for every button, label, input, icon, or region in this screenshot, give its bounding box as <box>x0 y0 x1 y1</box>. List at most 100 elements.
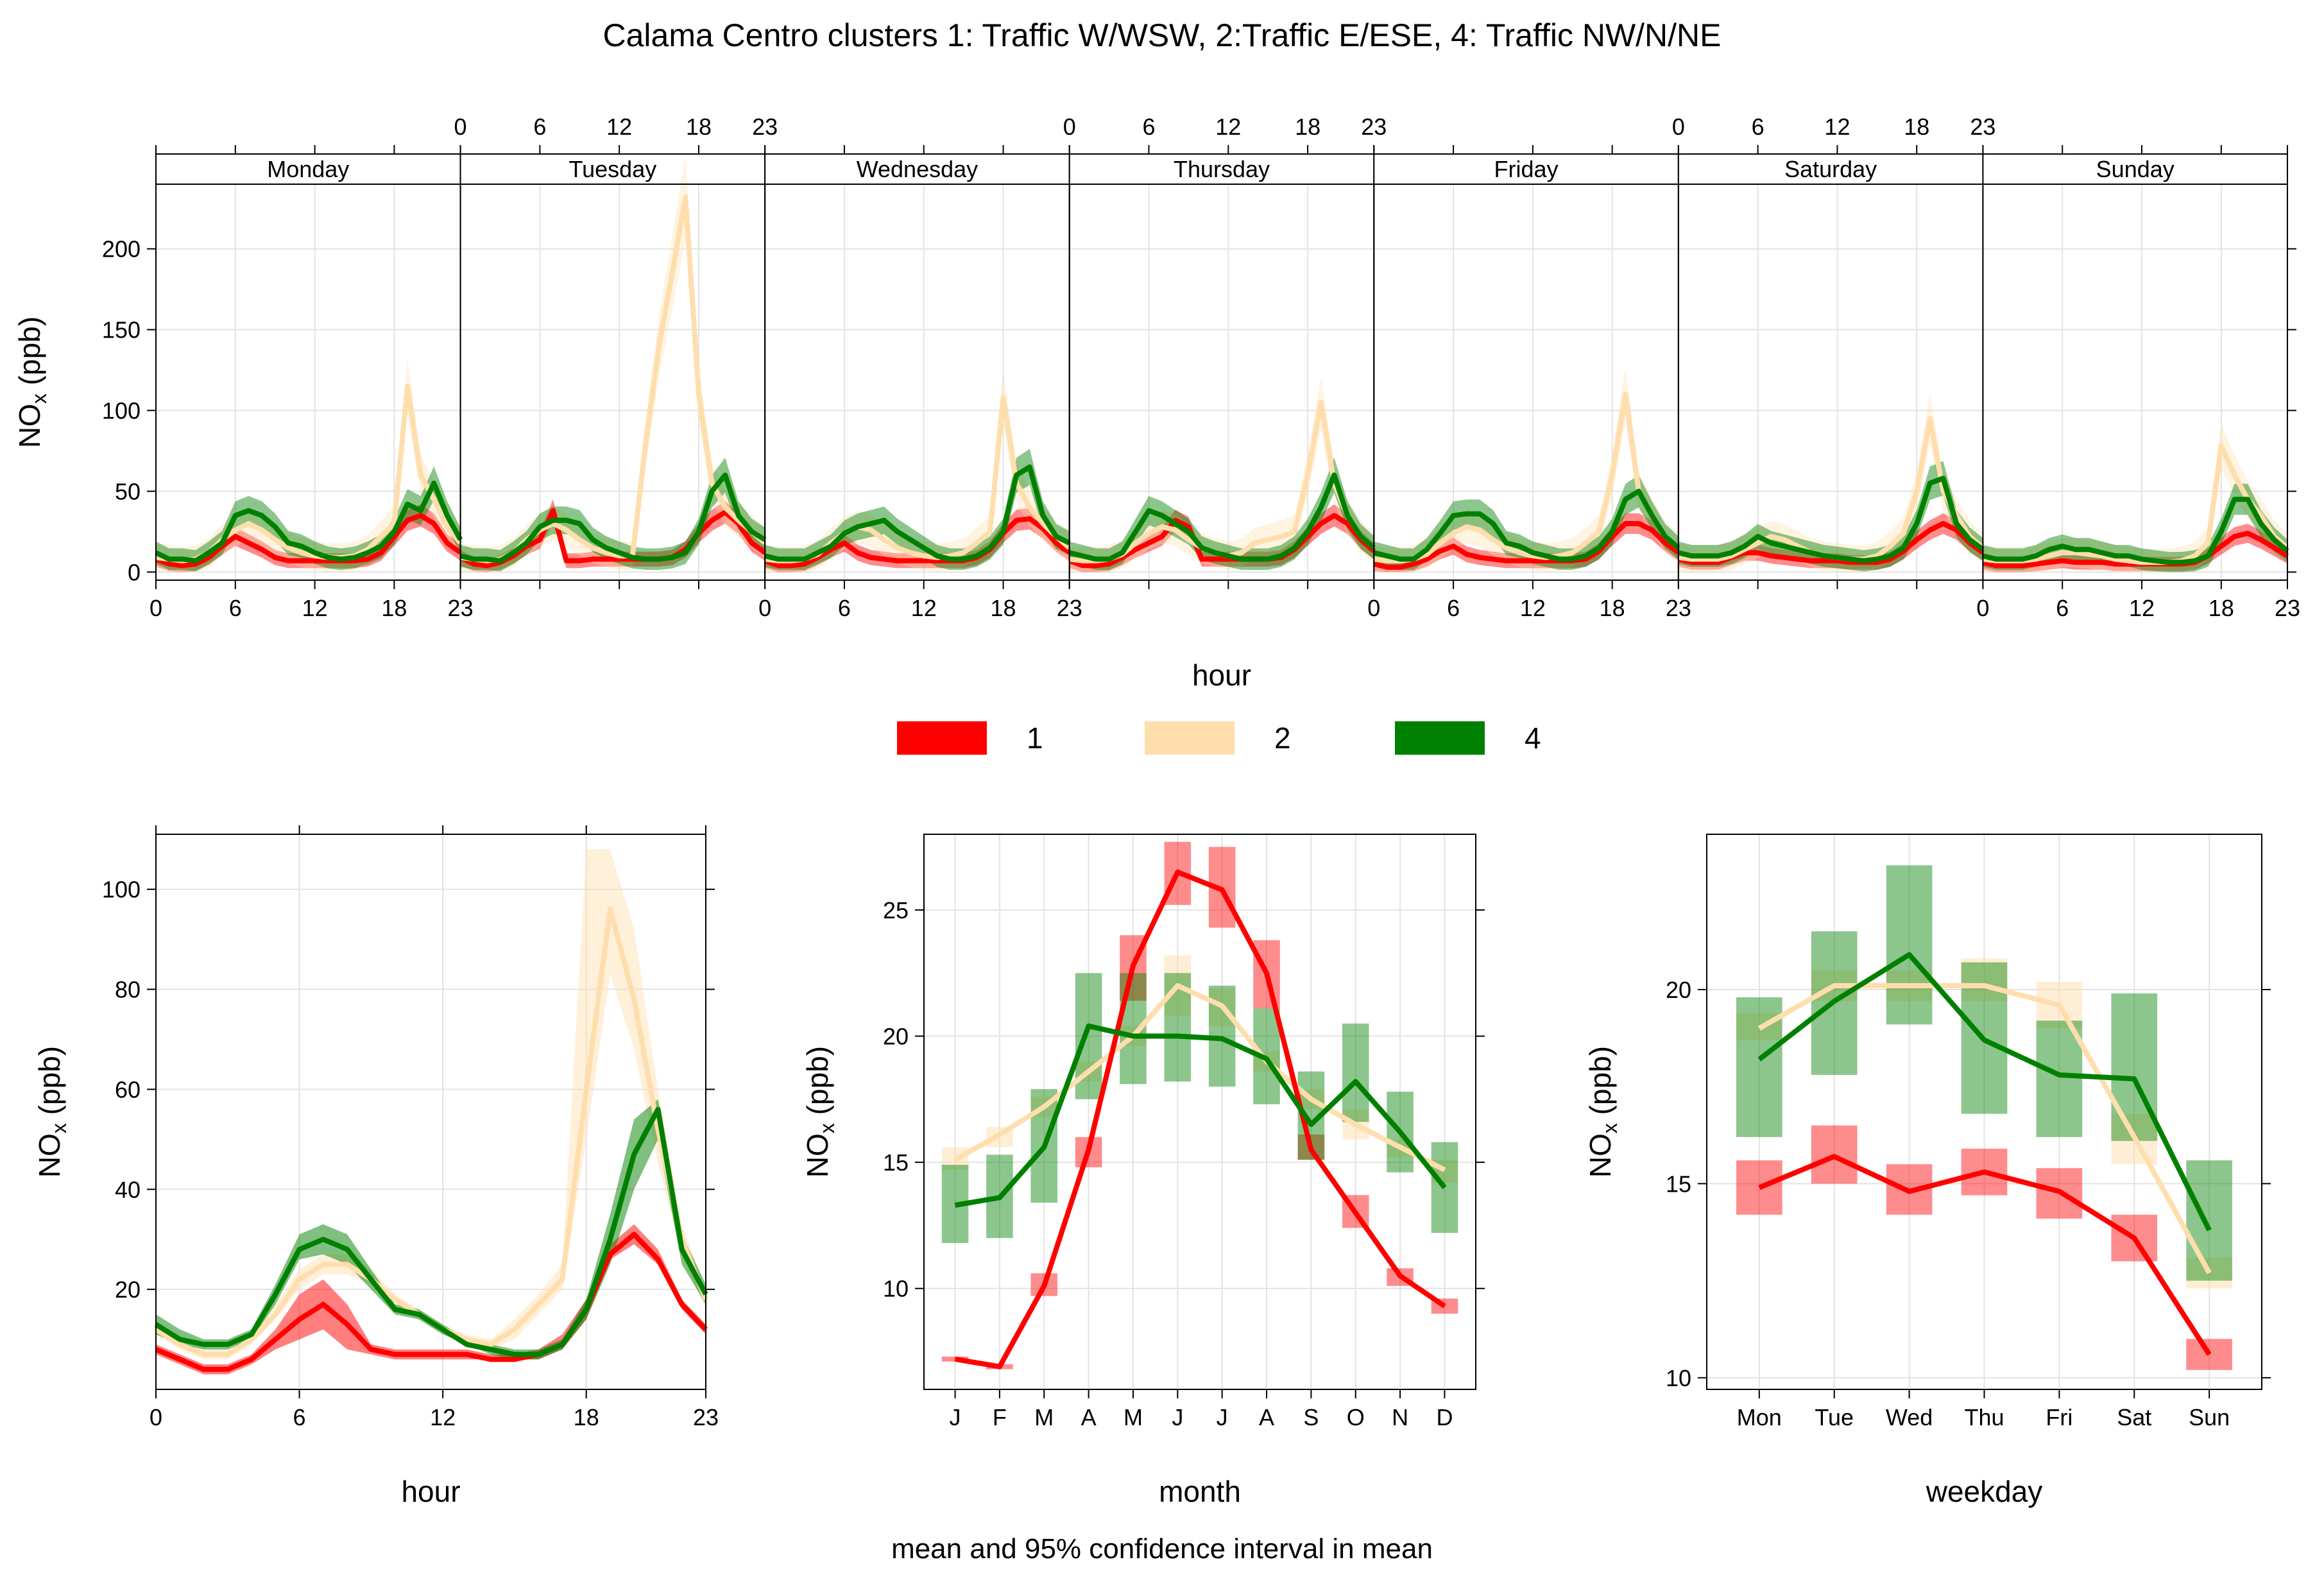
strip-saturday <box>1677 153 1984 185</box>
panel-frame <box>155 834 706 1390</box>
x-tick-label: J <box>1172 1404 1183 1430</box>
outer-frame <box>155 153 2288 581</box>
line-series-1-monday <box>155 513 462 569</box>
legend-label-2: 2 <box>1274 721 1291 755</box>
x-tick-label: Fri <box>2046 1404 2072 1430</box>
x-tick-label: 12 <box>430 1404 456 1430</box>
strip-monday <box>155 153 461 185</box>
y-axis-title-part: (ppb) <box>13 316 46 393</box>
x-tick-label: 6 <box>2056 595 2069 621</box>
line-series-2-sunday <box>1982 443 2289 565</box>
x-tick-label: D <box>1436 1404 1453 1430</box>
ci-band-series-1-tuesday <box>460 499 765 572</box>
weekday-panel: 10 15 20 Mon Tue Wed Thu Fri Sat Sun weekday NOx (p… <box>1584 834 2271 1508</box>
weekday-hour-panel: Monday Tuesday Wednesday Thursday Friday Satu… <box>13 114 2300 692</box>
y-tick-label: 100 <box>102 398 141 424</box>
x-tick-label: 23 <box>2275 595 2300 621</box>
y-axis-title-part: NO <box>13 404 46 448</box>
x-tick-label: A <box>1259 1404 1274 1430</box>
y-tick-label: 10 <box>1666 1365 1691 1391</box>
line-series-1-friday <box>1373 520 1680 570</box>
line-series-2 <box>1757 983 2212 1275</box>
x-axis-title: hour <box>1192 658 1251 692</box>
x-tick-label: 18 <box>574 1404 599 1430</box>
panel-frame <box>923 834 1476 1390</box>
y-axis-title-part: NO <box>33 1133 66 1178</box>
line-series-2 <box>953 983 1446 1172</box>
line-series-4-sunday <box>1982 497 2289 565</box>
x-tick-label: 23 <box>693 1404 719 1430</box>
strip-label: Sunday <box>2096 156 2174 182</box>
x-tick-label: 0 <box>758 595 771 621</box>
line-series-1 <box>155 1232 708 1372</box>
line-series-1 <box>954 870 1446 1369</box>
x-tick-label: 12 <box>2129 595 2155 621</box>
line-series-4-friday <box>1373 488 1680 562</box>
x-axis-title: weekday <box>1926 1475 2043 1508</box>
line-series-1 <box>1758 1154 2212 1356</box>
y-axis-title: NOx (ppb) <box>1584 1046 1621 1178</box>
x-tick-label: Wed <box>1886 1404 1933 1430</box>
strip-tuesday <box>459 153 766 185</box>
x-tick-label: 0 <box>1976 595 1989 621</box>
line-series-1-thursday <box>1068 513 1376 569</box>
x-tick-label: 0 <box>150 1404 162 1430</box>
x-tick-label: 6 <box>1752 114 1764 140</box>
x-tick-label: J <box>1217 1404 1228 1430</box>
x-tick-label: 18 <box>381 595 407 621</box>
x-tick-label: Sat <box>2117 1404 2151 1430</box>
y-axis-title-subscript: x <box>816 1123 839 1133</box>
strip-label: Saturday <box>1784 156 1877 182</box>
y-axis-title-subscript: x <box>28 393 51 404</box>
line-series-4-saturday <box>1677 476 1985 563</box>
y-tick-label: 10 <box>883 1276 909 1302</box>
ci-band-series-1-saturday <box>1678 513 1983 570</box>
panel-frame <box>1982 184 2288 581</box>
y-tick-label: 15 <box>883 1149 909 1176</box>
x-tick-label: 12 <box>606 114 632 140</box>
x-tick-label: 0 <box>1367 595 1380 621</box>
x-tick-label: 6 <box>293 1404 306 1430</box>
x-tick-label: 6 <box>533 114 546 140</box>
y-tick-label: 20 <box>115 1276 141 1303</box>
x-tick-label: Tue <box>1815 1404 1854 1430</box>
line-series-2-friday <box>1373 391 1680 563</box>
line-series-4 <box>954 1023 1447 1208</box>
strip-label: Tuesday <box>568 156 656 182</box>
legend-swatch-2 <box>1145 721 1235 755</box>
ci-box-series-4-wed <box>1886 865 1933 1025</box>
x-tick-label: 18 <box>1295 114 1320 140</box>
x-tick-label: 0 <box>150 595 162 621</box>
legend: 1 2 4 <box>897 721 1541 755</box>
x-tick-label: Thu <box>1964 1404 2004 1430</box>
legend-label-4: 4 <box>1525 721 1541 755</box>
y-tick-label: 15 <box>1666 1171 1691 1197</box>
x-tick-label: 23 <box>1666 595 1691 621</box>
ci-band-series-2-tuesday <box>460 154 765 572</box>
x-tick-label: Sun <box>2189 1404 2230 1430</box>
line-series-1-wednesday <box>764 516 1072 569</box>
strip-label: Wednesday <box>857 156 978 182</box>
ci-band-series-2-wednesday <box>765 370 1070 572</box>
y-tick-label: 25 <box>883 897 909 923</box>
x-tick-label: 18 <box>1904 114 1929 140</box>
ci-box-series-2-thu <box>1961 958 2008 1002</box>
x-tick-label: F <box>993 1404 1007 1430</box>
x-tick-label: 0 <box>1063 114 1076 140</box>
strip-label: Friday <box>1494 156 1559 182</box>
strip-label: Thursday <box>1174 156 1270 182</box>
y-axis-title: NOx (ppb) <box>33 1046 71 1178</box>
y-axis-title-part: NO <box>1584 1133 1617 1178</box>
x-tick-label: N <box>1392 1404 1408 1430</box>
x-tick-label: 6 <box>1142 114 1155 140</box>
ci-box-series-4-o <box>1342 1023 1369 1122</box>
line-series-4-monday <box>155 480 463 563</box>
ci-band-series-2 <box>156 849 706 1360</box>
x-tick-label: 12 <box>911 595 937 621</box>
legend-swatch-4 <box>1395 721 1485 755</box>
x-tick-label: A <box>1081 1404 1097 1430</box>
y-axis-title-part: NO <box>801 1133 834 1178</box>
y-axis-title-part: (ppb) <box>1584 1046 1617 1123</box>
x-tick-label: 0 <box>454 114 467 140</box>
